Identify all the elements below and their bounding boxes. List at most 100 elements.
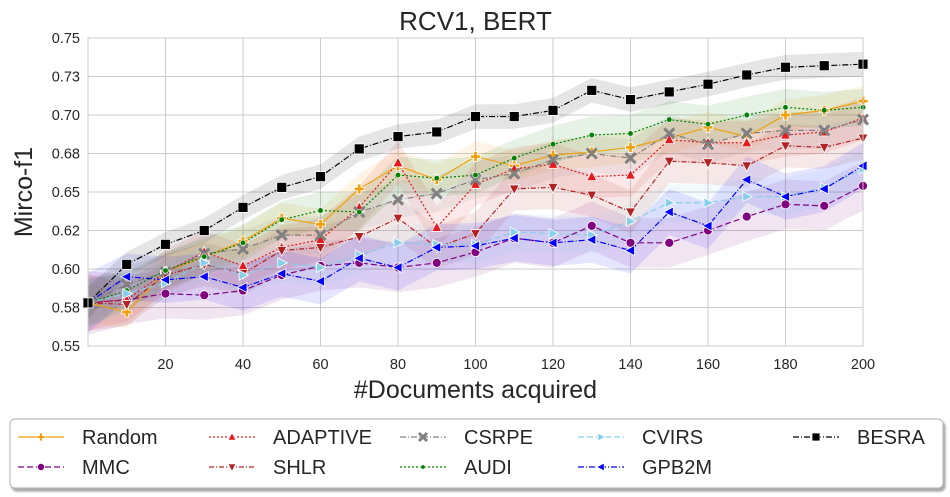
data-point (199, 257, 211, 269)
series-band (88, 96, 863, 331)
data-point (431, 126, 443, 138)
data-point (198, 247, 211, 260)
data-point (278, 216, 285, 223)
data-point (818, 124, 831, 137)
legend-item: BESRA (793, 427, 925, 449)
data-point (701, 138, 715, 151)
x-tick-label: 60 (312, 357, 328, 373)
data-point (780, 109, 791, 121)
y-tick-label: 0.62 (52, 224, 80, 240)
data-point (353, 183, 365, 195)
series-band (88, 85, 863, 328)
data-point (595, 462, 605, 472)
y-tick-label: 0.60 (52, 262, 80, 278)
x-tick-label: 140 (618, 357, 642, 373)
data-point (277, 257, 289, 269)
data-point (201, 253, 208, 260)
legend-item: ADAPTIVE (209, 427, 372, 449)
legend-item: AUDI (400, 457, 512, 479)
data-point (470, 111, 481, 122)
x-axis-label: #Documents acquired (354, 376, 597, 404)
data-point (391, 261, 403, 274)
x-tick-label: 200 (851, 357, 875, 373)
data-point (663, 156, 675, 168)
legend-label: GPB2M (642, 457, 712, 479)
legend-label: MMC (82, 457, 130, 479)
data-point (314, 275, 325, 287)
data-point (819, 200, 830, 211)
data-point (625, 141, 636, 153)
data-point (394, 172, 402, 179)
data-point (470, 151, 481, 162)
legend-frame (9, 418, 944, 489)
data-point (160, 238, 171, 250)
data-point (315, 218, 326, 230)
series-band (88, 116, 863, 331)
data-point (122, 287, 134, 300)
data-point (702, 78, 714, 90)
data-point (392, 213, 404, 225)
x-tick-label: 20 (157, 357, 173, 373)
data-point (585, 147, 598, 160)
data-point (430, 241, 442, 254)
data-point (160, 288, 171, 299)
series-markers (81, 58, 870, 318)
data-point (624, 244, 635, 257)
data-point (159, 274, 170, 286)
data-point (818, 142, 830, 154)
x-tick-label: 120 (541, 357, 565, 373)
data-point (276, 246, 288, 257)
data-point (236, 281, 248, 294)
data-point (663, 133, 675, 145)
data-point (662, 206, 674, 218)
data-point (430, 187, 443, 200)
data-point (431, 257, 442, 268)
data-point (817, 183, 829, 195)
legend-label: Random (82, 427, 158, 449)
chart-title: RCV1, BERT (399, 6, 552, 36)
data-point (627, 130, 634, 137)
data-point (586, 190, 598, 202)
data-point (780, 61, 791, 73)
data-point (508, 184, 520, 196)
legend-item: CVIRS (578, 427, 703, 449)
data-point (546, 153, 560, 166)
data-point (275, 267, 287, 280)
data-point (392, 156, 404, 168)
data-point (624, 207, 637, 219)
data-point (663, 86, 675, 98)
data-point (624, 168, 637, 180)
data-point (352, 252, 364, 264)
series-points (81, 113, 870, 309)
data-point (741, 69, 753, 81)
data-point (818, 60, 830, 72)
data-point (239, 239, 247, 246)
data-point (586, 220, 597, 231)
data-point (198, 225, 210, 236)
legend-item: SHLR (209, 457, 326, 479)
data-point (664, 237, 675, 248)
series-points (82, 58, 869, 309)
data-point (585, 234, 597, 246)
x-tick-label: 40 (235, 357, 251, 373)
data-point (597, 432, 607, 442)
data-point (549, 141, 557, 148)
data-point (702, 158, 714, 170)
tick-labels: 0.55 0.58 0.60 0.62 0.65 0.68 0.70 0.73 0.75 20 40… (52, 31, 875, 373)
data-point (162, 267, 169, 274)
data-point (121, 300, 133, 311)
data-point (315, 171, 326, 183)
data-point (547, 182, 559, 194)
data-point (741, 161, 753, 173)
data-point (353, 143, 365, 155)
y-tick-label: 0.73 (52, 70, 80, 86)
data-point (431, 221, 443, 232)
data-point (238, 269, 250, 281)
data-point (391, 193, 405, 206)
data-point (704, 121, 712, 128)
y-tick-label: 0.58 (52, 301, 80, 317)
data-point (356, 208, 363, 216)
y-axis-label: Mirco-f1 (10, 147, 38, 237)
plot-frame (87, 37, 864, 347)
